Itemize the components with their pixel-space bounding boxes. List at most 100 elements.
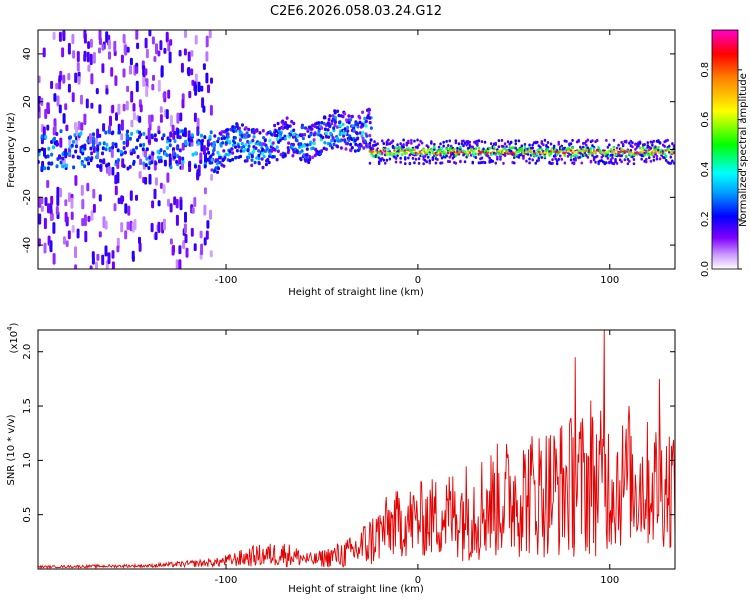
spectrogram-cell [654,145,657,149]
spectrogram-cell [138,242,142,252]
spectrogram-cell [370,152,373,156]
spectrogram-cell [532,149,536,153]
spectrogram-cell [563,154,567,157]
spectrogram-cell [98,30,102,41]
spectrogram-cell [233,136,237,140]
spectrogram-cell [364,119,368,124]
spectrogram-cell [77,121,81,130]
spectrogram-cell [457,142,461,146]
spectrogram-cell [646,150,649,153]
spectrogram-cell [283,137,287,141]
spectrogram-cell [270,149,274,153]
spectrogram-cell [142,161,146,166]
spectrogram-cell [514,142,517,146]
spectrogram-cell [586,155,590,159]
spectrogram-cell [218,160,222,165]
spectrogram-cell [340,131,344,136]
spectrogram-cell [391,139,395,143]
spectrogram-cell [594,160,597,164]
spectrogram-cell [196,169,200,179]
spectrogram-cell [614,159,617,163]
spectrogram-cell [129,190,133,201]
spectrogram-cell [46,180,50,188]
spectrogram-cell [304,159,308,163]
spectrogram-cell [269,132,273,136]
spectrogram-cell [262,154,266,159]
spectrogram-cell [522,154,525,158]
spectrogram-cell [460,142,464,146]
spectrogram-cell [338,120,342,124]
spectrogram-cell [664,154,668,158]
spectrogram-cell [148,30,152,37]
spectrogram-cell [130,90,134,103]
spectrogram-cell [483,140,487,144]
spectrogram-cell [509,140,513,144]
spectrogram-cell [290,119,294,124]
spectrogram-cell [150,114,154,122]
spectrogram-cell [546,141,550,144]
spectrogram-cell [355,131,358,135]
spectrogram-cell [275,145,279,149]
spectrogram-cell [346,129,350,133]
spectrogram-cell [124,44,128,56]
spectrogram-cell [447,151,450,155]
spectrogram-y-label: Frequency (Hz) [6,112,17,188]
spectrogram-cell [645,157,648,161]
spectrogram-cell [194,164,197,169]
spectrogram-cell [234,129,238,133]
spectrogram-cell [178,259,182,269]
spectrogram-cell [625,140,628,144]
spectrogram-cell [70,197,74,209]
spectrogram-cell [275,157,279,162]
spectrogram-cell [132,112,136,121]
spectrogram-cell [279,135,282,139]
spectrogram-cell [320,126,324,130]
spectrogram-cell [248,152,252,156]
spectrogram-cell [188,163,191,168]
spectrogram-cell [543,154,547,158]
spectrogram-cell [605,161,608,165]
spectrogram-cell [94,137,98,145]
spectrogram-cell [559,154,562,158]
spectrogram-cell [169,131,173,138]
spectrogram-cell [40,205,44,212]
spectrogram-cell [591,144,594,148]
spectrogram-cell [247,127,251,132]
spectrogram-cell [442,144,445,148]
spectrogram-cell [138,171,142,179]
spectrogram-cell [53,93,57,102]
spectrogram-cell [632,162,636,166]
spectrogram-cell [358,131,362,135]
spectrogram-cell [337,113,341,118]
spectrogram-cell [617,143,620,147]
spectrogram-cell [376,142,379,146]
spectrogram-cell [205,230,209,240]
spectrogram-cell [247,134,251,138]
spectrogram-cell [49,161,53,166]
spectrogram-cell [76,155,80,160]
snr-x-tick-label: 0 [415,575,421,586]
spectrogram-cell [203,187,207,195]
spectrogram-cell [645,160,648,164]
spectrogram-cell [517,139,521,143]
spectrogram-cell [273,123,277,128]
colorbar-tick-label: 0.2 [700,211,711,227]
snr-x-label: Height of straight line (km) [288,584,424,595]
spectrogram-cell [482,147,485,151]
spectrogram-cell [641,146,645,150]
spectrogram-cell [477,146,481,150]
spectrogram-cell [243,148,247,152]
spectrogram-cell [210,168,214,172]
spectrogram-cell [56,95,60,107]
spectrogram-cell [453,147,456,151]
spectrogram-cell [184,233,188,244]
spectrogram-cell [73,133,77,138]
spectrogram-cell [178,245,182,255]
spectrogram-cell [317,121,321,125]
spectrogram-cell [342,134,346,138]
spectrogram-cell [139,104,143,113]
spectrogram-cell [546,147,550,151]
spectrogram-cell [529,149,533,152]
spectrogram-cell [536,140,539,144]
spectrogram-cell [117,158,120,163]
